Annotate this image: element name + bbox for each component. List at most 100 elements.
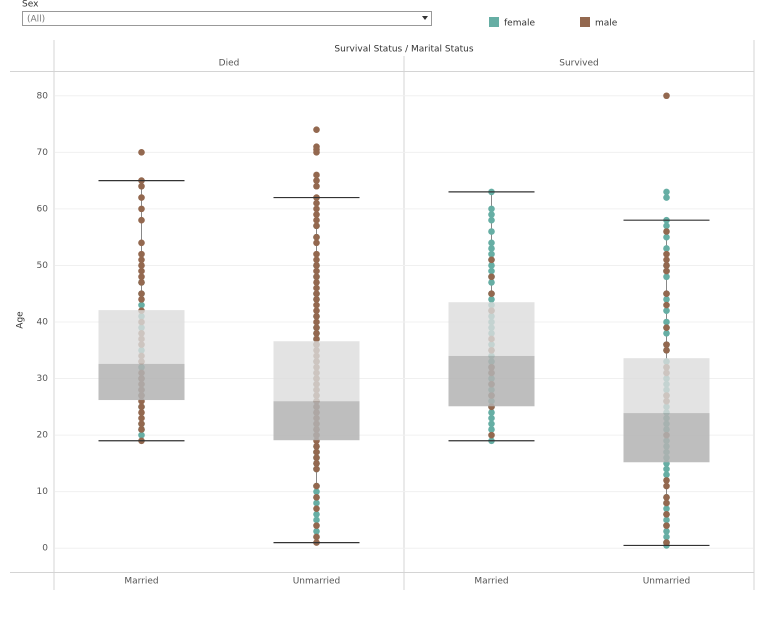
data-point	[138, 216, 145, 224]
data-point	[138, 296, 145, 303]
data-point	[488, 211, 495, 218]
data-point	[663, 494, 670, 501]
y-tick-label: 80	[37, 91, 49, 101]
box-upper	[273, 341, 360, 402]
data-point	[313, 233, 320, 241]
filter-label: Sex	[22, 0, 39, 10]
data-point	[663, 533, 670, 541]
data-point	[313, 505, 320, 512]
data-point	[663, 482, 670, 490]
y-tick-label: 30	[37, 374, 49, 384]
data-point	[488, 205, 495, 213]
data-point	[488, 279, 495, 286]
x-tick-label: Unmarried	[293, 577, 341, 587]
data-point	[313, 516, 320, 524]
data-point	[313, 324, 320, 331]
x-tick-label: Unmarried	[643, 577, 691, 587]
data-point	[663, 188, 670, 196]
data-point	[138, 262, 145, 269]
data-point	[313, 239, 320, 247]
data-point	[313, 465, 320, 473]
y-tick-label: 60	[37, 204, 49, 214]
data-point	[313, 250, 320, 258]
box-lower	[623, 413, 710, 463]
data-point	[138, 273, 145, 281]
data-point	[663, 318, 670, 326]
data-point	[663, 511, 670, 518]
data-point	[138, 409, 145, 416]
data-point	[663, 256, 670, 264]
data-point	[488, 409, 495, 416]
data-point	[663, 228, 670, 235]
data-point	[138, 420, 145, 428]
panel-header: Died	[219, 59, 240, 69]
data-point	[488, 290, 495, 298]
panel-header: Survived	[559, 59, 599, 69]
data-point	[488, 426, 495, 433]
data-point	[313, 216, 320, 224]
data-point	[313, 318, 320, 326]
data-point	[313, 527, 320, 535]
chart-title: Survival Status / Marital Status	[334, 45, 473, 55]
data-point	[138, 426, 145, 433]
data-point	[138, 431, 145, 439]
data-point	[138, 149, 145, 156]
data-point	[663, 267, 670, 275]
data-point	[313, 222, 320, 230]
data-point	[313, 284, 320, 292]
filter-dropdown[interactable]: (All)	[22, 11, 432, 26]
data-point	[663, 296, 670, 303]
data-point	[663, 194, 670, 201]
data-point	[138, 301, 145, 309]
data-point	[313, 307, 320, 314]
data-point	[313, 177, 320, 184]
data-point	[663, 222, 670, 230]
data-point	[138, 250, 145, 258]
data-point	[313, 279, 320, 286]
data-point	[663, 471, 670, 479]
box-lower	[273, 401, 360, 441]
y-axis-label: Age	[16, 311, 26, 329]
data-point	[313, 149, 320, 156]
legend-swatch	[580, 17, 590, 27]
data-point	[313, 488, 320, 495]
data-point	[313, 443, 320, 450]
data-point	[663, 262, 670, 269]
data-point	[313, 533, 320, 541]
data-point	[313, 522, 320, 529]
dropdown-box[interactable]	[22, 11, 432, 26]
data-point	[138, 182, 145, 190]
data-point	[313, 267, 320, 275]
data-point	[313, 511, 320, 518]
data-point	[488, 228, 495, 235]
data-point	[663, 290, 670, 298]
data-point	[138, 290, 145, 298]
data-point	[313, 313, 320, 320]
data-point	[138, 267, 145, 275]
data-point	[313, 273, 320, 281]
box-lower	[448, 355, 535, 407]
data-point	[488, 256, 495, 264]
data-point	[663, 341, 670, 348]
data-point	[313, 499, 320, 507]
legend: female male	[489, 17, 618, 29]
data-point	[313, 335, 320, 343]
data-point	[138, 239, 145, 247]
data-point	[663, 539, 670, 546]
data-point	[313, 330, 320, 337]
data-point	[663, 273, 670, 281]
y-tick-label: 50	[37, 261, 49, 271]
filter-value[interactable]: (All)	[27, 15, 45, 25]
data-point	[663, 330, 670, 337]
dropdown-arrow[interactable]	[422, 16, 428, 20]
data-point	[313, 211, 320, 218]
data-point	[663, 499, 670, 507]
legend-label: female	[504, 19, 535, 29]
data-point	[313, 301, 320, 309]
data-point	[663, 324, 670, 331]
data-point	[488, 414, 495, 422]
data-point	[663, 301, 670, 309]
data-point	[138, 403, 145, 411]
data-point	[488, 262, 495, 269]
